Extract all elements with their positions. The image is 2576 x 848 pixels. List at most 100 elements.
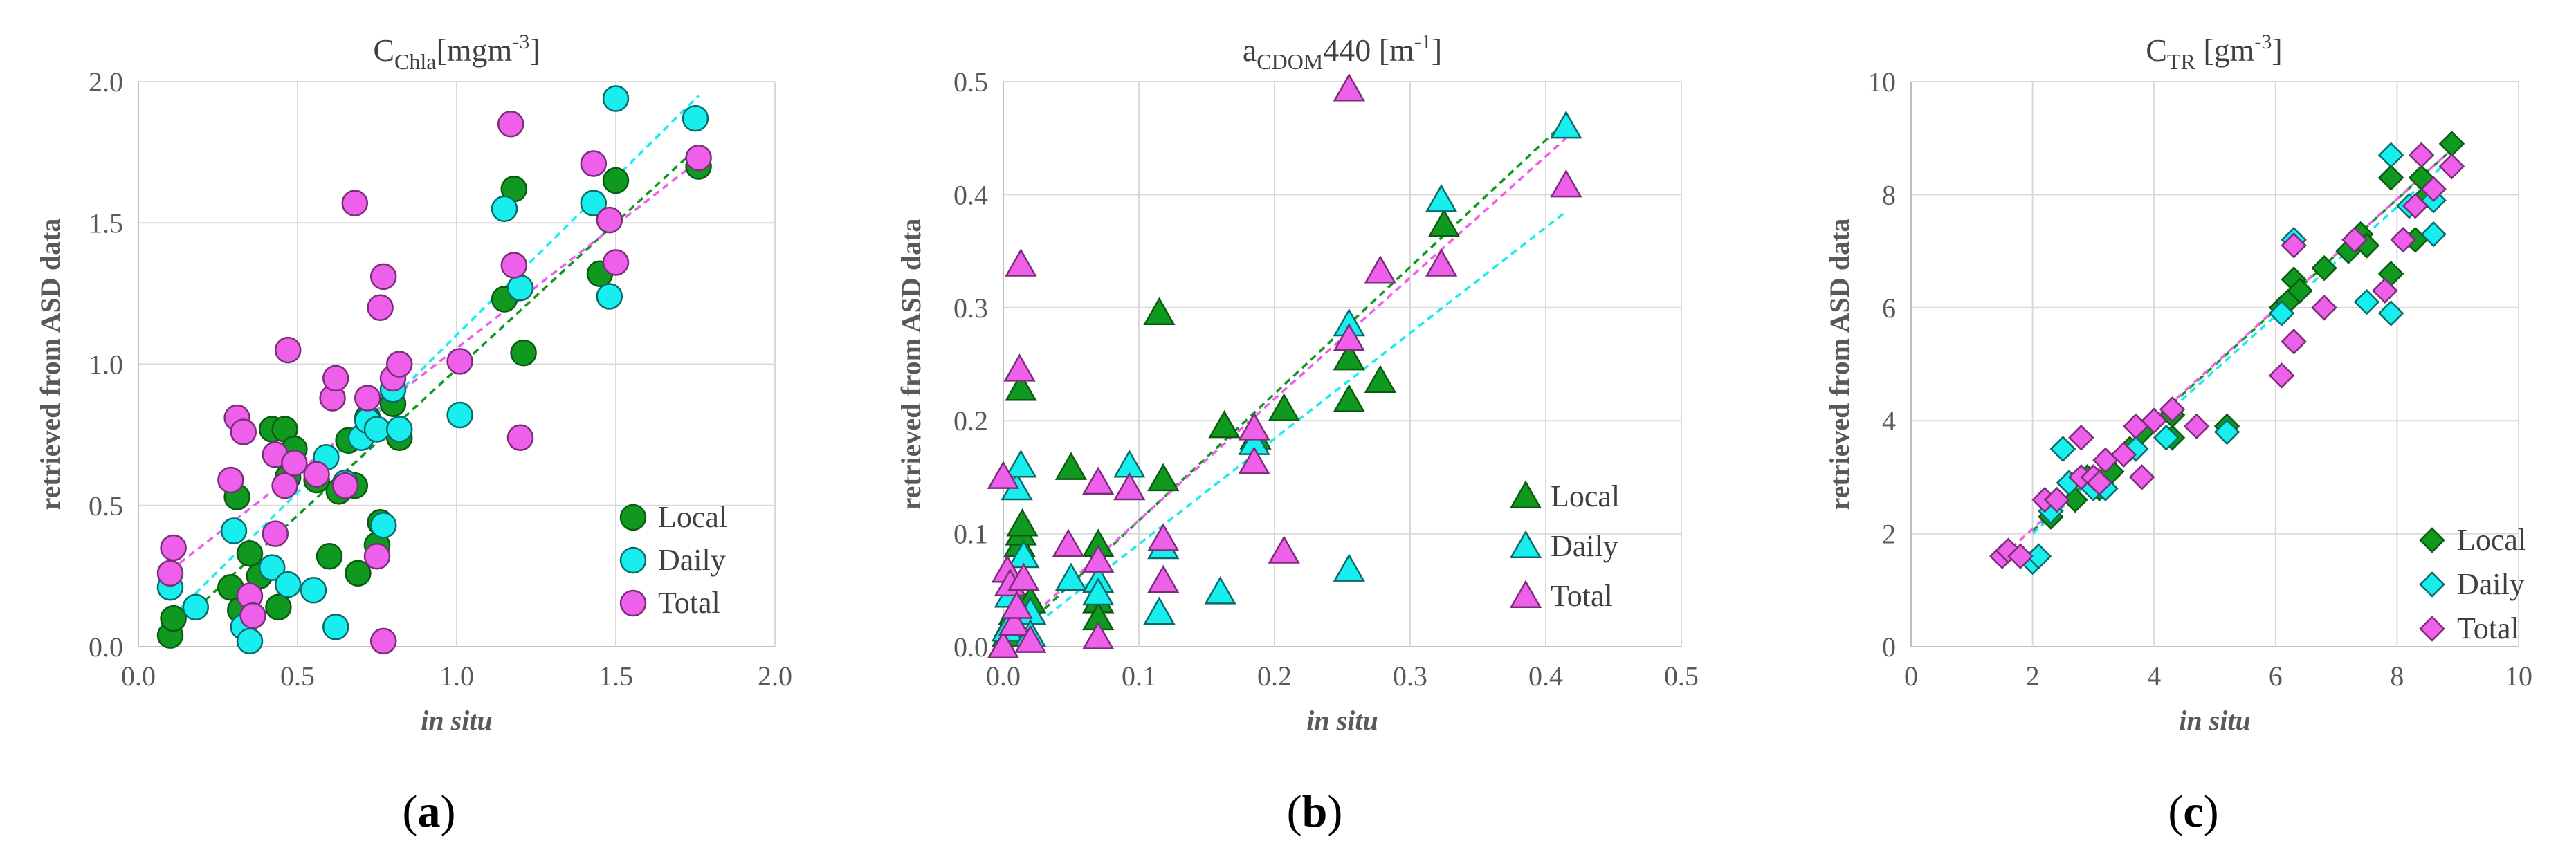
- point-total: [331, 472, 359, 499]
- point-total: [1364, 255, 1397, 284]
- x-tick-label: 1.5: [599, 661, 633, 692]
- point-total: [2159, 396, 2186, 423]
- legend-marker-local: [619, 504, 647, 531]
- panel-label: (c): [2168, 786, 2218, 837]
- point-total: [1113, 472, 1146, 501]
- point-daily: [602, 85, 630, 112]
- point-local: [265, 593, 292, 621]
- point-total: [303, 461, 330, 488]
- trend-line-local: [1009, 120, 1567, 643]
- chart-panel-c: 0 2 4 6 8 10 0 2 4 6 8 10 Local Daily Total CTR [gm-3] i…: [1824, 30, 2532, 837]
- point-total: [2402, 192, 2429, 219]
- x-axis-label: in situ: [421, 705, 492, 736]
- legend-label-daily: Daily: [1551, 529, 1618, 563]
- legend-label-local: Local: [2457, 523, 2526, 557]
- point-total: [1238, 412, 1270, 441]
- point-total: [2043, 486, 2070, 513]
- legend-marker-total: [2419, 616, 2445, 642]
- point-total: [685, 145, 712, 172]
- point-local: [2377, 165, 2404, 191]
- point-total: [322, 365, 349, 392]
- y-tick-label: 0.3: [953, 293, 988, 324]
- y-tick-label: 0.0: [953, 632, 988, 663]
- point-local: [602, 167, 630, 194]
- point-total: [1333, 323, 1365, 351]
- point-total: [1082, 466, 1115, 495]
- point-local: [1333, 342, 1365, 371]
- point-total: [500, 252, 528, 279]
- point-local: [2287, 277, 2313, 304]
- legend: Local Daily Total: [2419, 523, 2526, 645]
- y-axis-label: retrieved from ASD data: [1824, 219, 1855, 510]
- point-total: [2141, 407, 2167, 434]
- legend-marker-total: [619, 589, 647, 617]
- x-tick-label: 1.0: [439, 661, 474, 692]
- legend-label-total: Total: [1551, 579, 1613, 613]
- x-tick-label: 10: [2505, 661, 2532, 692]
- point-daily: [220, 517, 248, 544]
- chart-panel-b: 0.0 0.1 0.2 0.3 0.4 0.5 0.0 0.1 0.2 0.3 0.4 0.5 Loca…: [895, 30, 1699, 837]
- point-local: [1143, 297, 1176, 325]
- point-daily: [2377, 142, 2404, 168]
- point-local: [1364, 365, 1397, 394]
- point-total: [1425, 248, 1458, 277]
- point-daily: [1082, 577, 1115, 606]
- x-tick-label: 0.3: [1393, 661, 1427, 692]
- point-daily: [580, 190, 608, 216]
- legend-label-total: Total: [2457, 611, 2519, 645]
- point-total: [2281, 329, 2307, 355]
- x-tick-label: 0.2: [1257, 661, 1292, 692]
- x-axis-label: in situ: [1306, 705, 1378, 736]
- x-tick-label: 8: [2390, 661, 2404, 692]
- point-total: [1082, 621, 1115, 649]
- point-total: [2268, 362, 2295, 389]
- point-total: [1007, 562, 1040, 591]
- point-daily: [274, 571, 302, 598]
- chart-title: CChla[mgm-3]: [373, 30, 540, 74]
- x-tick-label: 2.0: [758, 661, 792, 692]
- x-tick-label: 0.4: [1528, 661, 1563, 692]
- point-total: [1005, 248, 1037, 277]
- y-tick-label: 10: [1868, 66, 1896, 98]
- y-tick-label: 0.5: [89, 490, 123, 522]
- chart-title: CTR [gm-3]: [2146, 30, 2283, 74]
- point-total: [2183, 413, 2210, 440]
- point-daily: [506, 274, 534, 302]
- x-tick-label: 2: [2026, 661, 2040, 692]
- point-total: [497, 111, 524, 138]
- y-tick-label: 4: [1882, 405, 1896, 436]
- point-total: [230, 418, 257, 445]
- y-tick-label: 0.1: [953, 519, 988, 550]
- x-tick-label: 4: [2147, 661, 2161, 692]
- point-daily: [1005, 450, 1037, 478]
- point-local: [345, 560, 372, 587]
- point-daily: [682, 104, 709, 132]
- point-total: [2390, 226, 2416, 253]
- point-total: [1052, 528, 1085, 557]
- y-tick-label: 8: [1882, 179, 1896, 210]
- point-local: [316, 543, 343, 570]
- point-total: [2086, 470, 2112, 496]
- point-daily: [369, 512, 397, 539]
- point-local: [1208, 409, 1241, 439]
- x-tick-label: 0.0: [121, 661, 156, 692]
- y-tick-label: 0: [1882, 632, 1896, 663]
- chart-title: aCDOM440 [m-1]: [1243, 30, 1442, 74]
- legend-marker-local: [1509, 480, 1542, 508]
- legend-marker-daily: [619, 546, 647, 574]
- point-total: [2311, 295, 2337, 321]
- point-daily: [2025, 543, 2052, 570]
- point-total: [367, 294, 394, 322]
- series-total: [156, 111, 712, 655]
- point-total: [156, 560, 184, 587]
- point-total: [1268, 535, 1300, 564]
- point-daily: [2153, 424, 2180, 451]
- point-total: [580, 150, 608, 177]
- point-daily: [258, 554, 286, 581]
- point-total: [354, 385, 381, 412]
- point-total: [506, 424, 534, 451]
- series-daily: [2019, 142, 2447, 575]
- x-axis-label: in situ: [2179, 705, 2250, 736]
- y-axis-label: retrieved from ASD data: [35, 219, 66, 510]
